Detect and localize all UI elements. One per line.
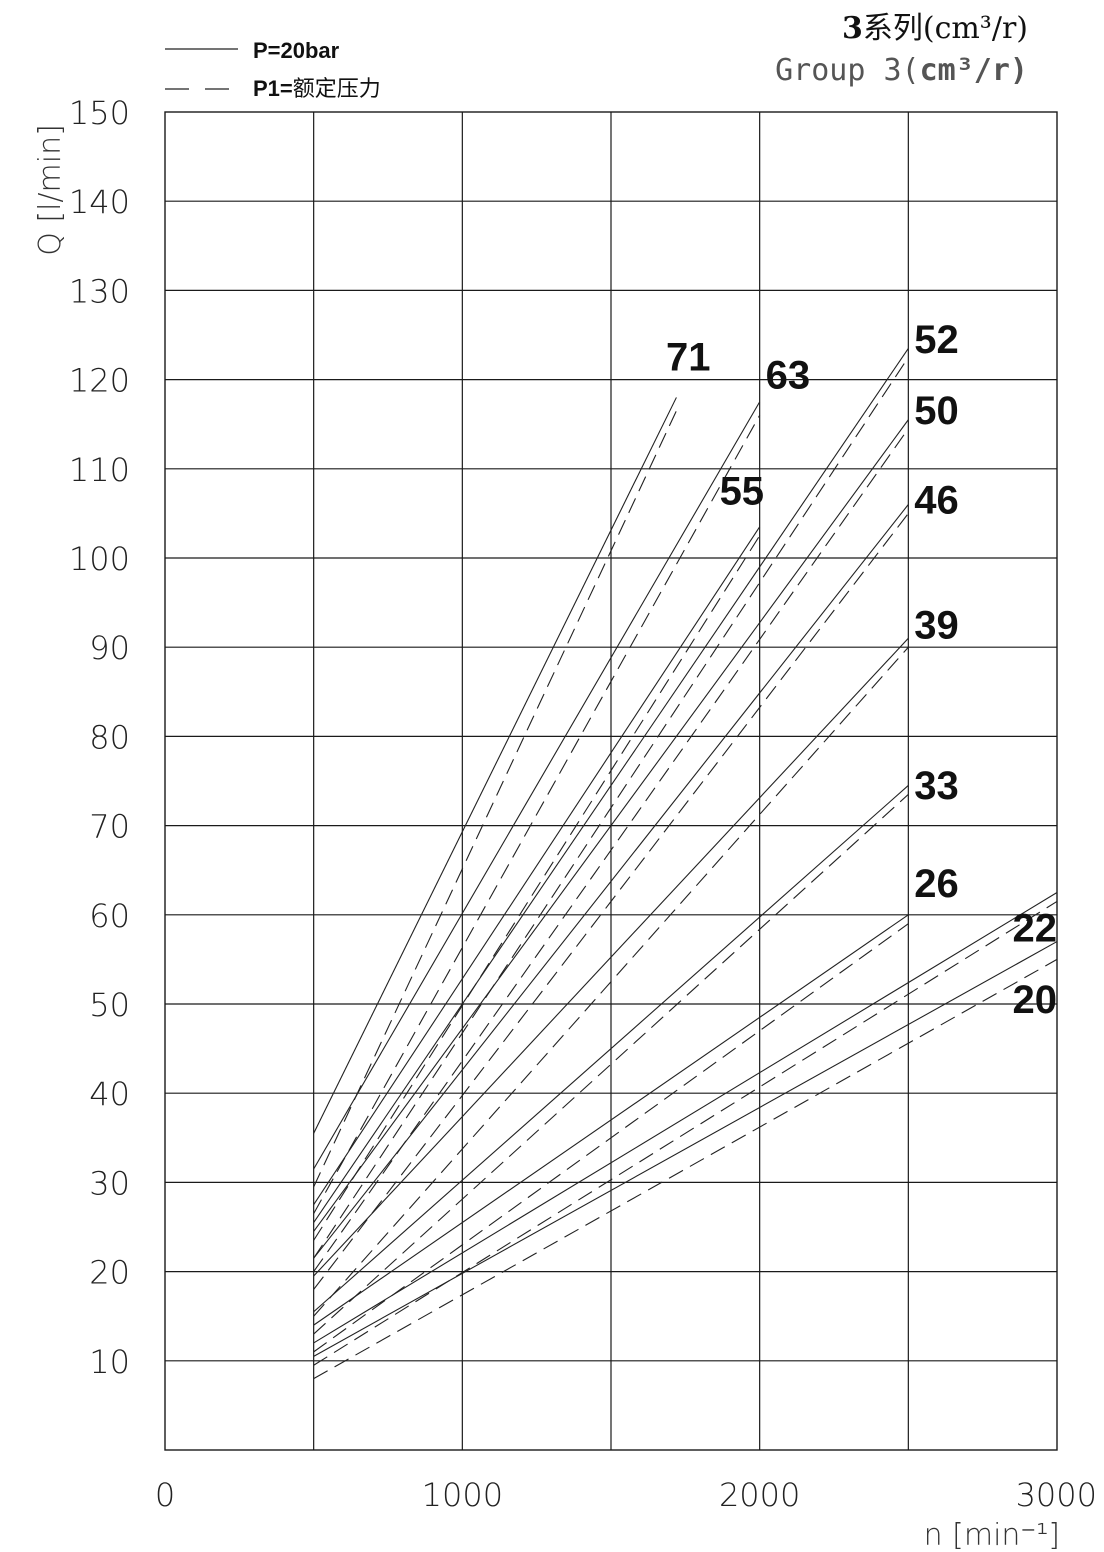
series-33-solid-line: [313, 785, 909, 1313]
y-tick-label: 110: [69, 451, 130, 489]
series-50-dashed-line: [313, 428, 909, 1272]
y-tick-label: 70: [89, 808, 130, 846]
legend: P=20bar P1=额定压力: [165, 38, 381, 102]
series-label-46: 46: [914, 478, 959, 522]
series-39-dashed-line: [313, 646, 909, 1317]
plot-frame: [164, 111, 1058, 1451]
series-label-22: 22: [1013, 907, 1058, 951]
legend-dashed-label-cn: 额定压力: [293, 77, 381, 102]
series-label-33: 33: [914, 764, 959, 808]
series-46-solid-line: [313, 504, 909, 1259]
series-33-dashed-line: [313, 793, 909, 1335]
series-label-55: 55: [720, 469, 765, 513]
group-title-en-text: Group 3(: [775, 53, 920, 88]
tick-labels: 10 20 30 40 50 60 70 80 90 100 110 120 130 140 150 0 100…: [69, 94, 1097, 1514]
y-tick-label: 10: [89, 1343, 130, 1381]
y-tick-label: 80: [89, 718, 130, 756]
series-46-dashed-line: [313, 513, 909, 1290]
group-title-en-unit: cm³/r): [920, 53, 1028, 88]
y-tick-label: 60: [89, 897, 130, 935]
x-tick-label: 1000: [422, 1476, 503, 1514]
y-tick-label: 100: [69, 540, 130, 578]
series-26-solid-line: [313, 914, 909, 1326]
x-tick-label: 3000: [1016, 1476, 1097, 1514]
y-tick-label: 120: [69, 362, 130, 400]
series-52-dashed-line: [313, 356, 909, 1259]
x-axis-title: n [min⁻¹]: [924, 1518, 1060, 1552]
y-tick-label: 140: [69, 183, 130, 221]
series-label-63: 63: [766, 354, 811, 398]
group-title: 3系列(cm³/r) Group 3(cm³/r): [775, 11, 1028, 88]
series-71-dashed-line: [313, 410, 677, 1188]
series-63-solid-line: [313, 401, 761, 1170]
y-tick-label: 150: [69, 94, 130, 132]
y-tick-label: 30: [89, 1164, 130, 1202]
series-26-dashed-line: [313, 923, 909, 1353]
y-tick-label: 40: [89, 1075, 130, 1113]
x-tick-label: 0: [155, 1476, 175, 1514]
series-55-solid-line: [313, 526, 761, 1206]
group-title-cn-text: 系列(cm³/r): [863, 11, 1028, 46]
series-52-solid-line: [313, 348, 909, 1223]
series-label-71: 71: [666, 336, 711, 380]
series-label-50: 50: [914, 389, 959, 433]
series-label-52: 52: [914, 318, 959, 362]
y-tick-label: 20: [89, 1254, 130, 1292]
legend-solid-label: P=20bar: [253, 38, 340, 63]
series-22-dashed-line: [313, 900, 1058, 1366]
series-22-solid-line: [313, 892, 1058, 1344]
y-axis-title: Q [l/min]: [33, 124, 68, 256]
y-tick-label: 50: [89, 986, 130, 1024]
series-label-39: 39: [914, 603, 959, 647]
series-63-dashed-line: [313, 415, 761, 1214]
series-group: [313, 348, 1058, 1380]
legend-dashed-label: P1=额定压力: [253, 76, 381, 102]
group-title-cn: 3系列(cm³/r): [842, 11, 1028, 46]
series-20-solid-line: [313, 941, 1058, 1357]
series-20-dashed-line: [313, 958, 1058, 1380]
series-71-solid-line: [313, 397, 677, 1134]
series-39-solid-line: [313, 637, 909, 1277]
series-labels: 20 22 26 33 39 46 50 52 55 63 71: [666, 318, 1057, 1022]
series-label-20: 20: [1013, 978, 1058, 1022]
legend-dashed-label-bold: P1=: [253, 76, 293, 101]
group-title-en: Group 3(cm³/r): [775, 53, 1028, 88]
series-50-solid-line: [313, 419, 909, 1232]
series-55-dashed-line: [313, 535, 761, 1241]
x-tick-label: 2000: [719, 1476, 800, 1514]
group-title-cn-number: 3: [842, 11, 863, 46]
y-tick-label: 90: [89, 629, 130, 667]
series-label-26: 26: [914, 862, 959, 906]
y-tick-label: 130: [69, 272, 130, 310]
